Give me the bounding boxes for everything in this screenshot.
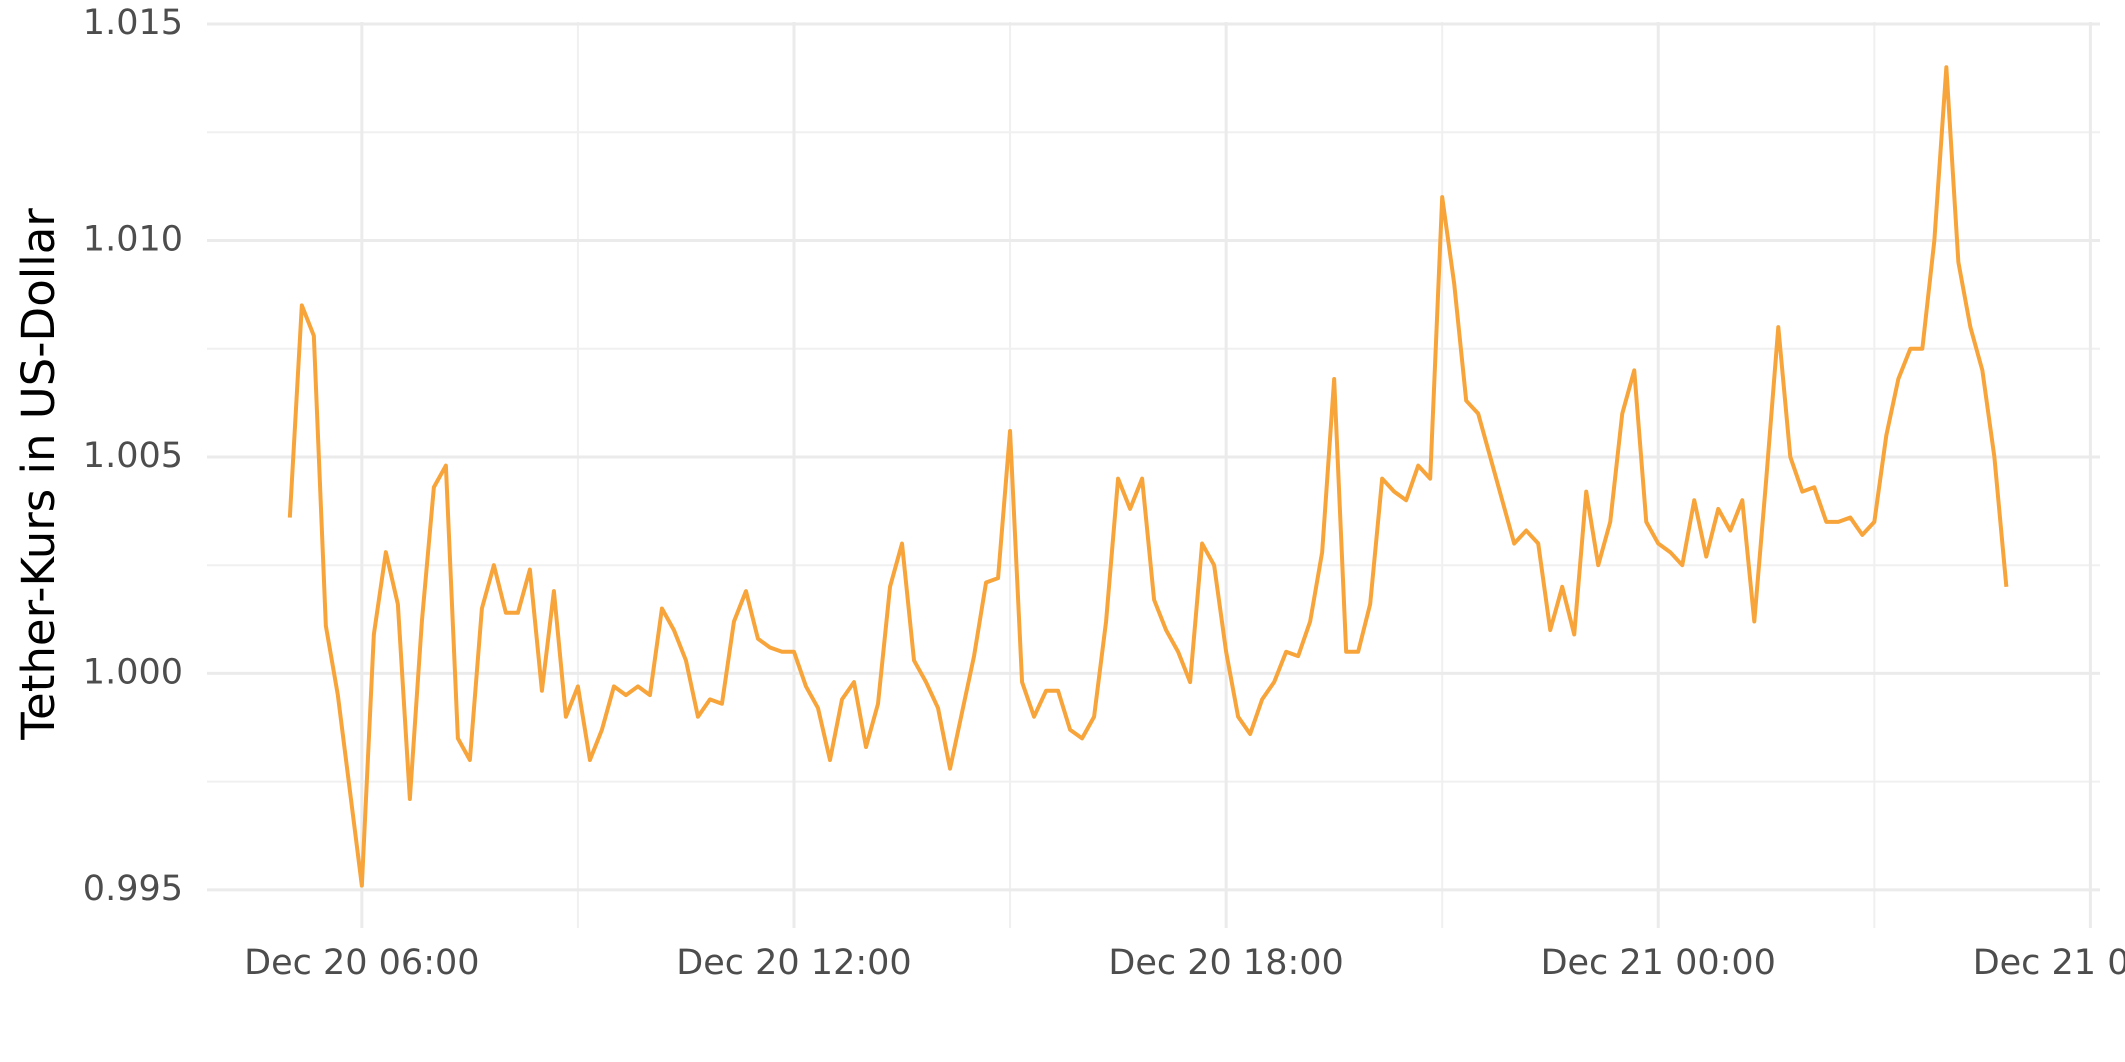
x-tick-label: Dec 21 06:00 (1973, 943, 2125, 983)
line (287, 65, 2009, 888)
y-tick-label: 1.005 (83, 436, 183, 476)
x-tick-label: Dec 20 12:00 (676, 943, 911, 983)
x-tick-label: Dec 20 06:00 (244, 943, 479, 983)
y-tick-label: 1.015 (83, 3, 183, 43)
y-axis-title: Tether-Kurs in US-Dollar (12, 208, 65, 741)
y-tick-label: 1.000 (83, 652, 183, 692)
y-tick-label: 1.010 (83, 219, 183, 259)
y-tick-label: 0.995 (83, 869, 183, 909)
x-tick-label: Dec 21 00:00 (1541, 943, 1776, 983)
x-tick-label: Dec 20 18:00 (1108, 943, 1343, 983)
